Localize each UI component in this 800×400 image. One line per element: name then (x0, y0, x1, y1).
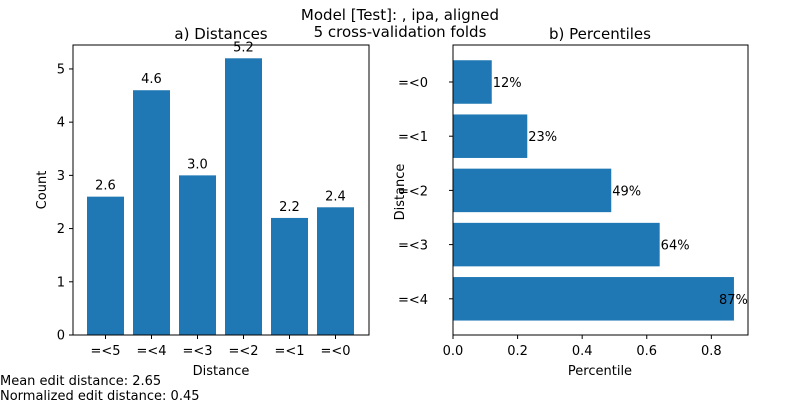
percentile-bar-value-label: 49% (612, 184, 641, 199)
distance-bar-value-label: 2.2 (279, 200, 300, 215)
distance-bar (317, 207, 354, 335)
mean-edit-distance: Mean edit distance: 2.65 (0, 374, 161, 389)
percentile-y-tick-label: =<3 (398, 239, 428, 254)
distance-bar (133, 90, 170, 335)
percentiles-xlabel: Percentile (568, 364, 632, 379)
percentile-bar (453, 222, 660, 267)
percentile-x-tick-label: 0.0 (443, 344, 464, 359)
count-y-tick-label: 1 (57, 275, 65, 290)
percentiles-value-labels: 12% 23% 49% 64% 87% (493, 76, 748, 308)
percentiles-y-ticks: =<0 =<1 =<2 =<3 =<4 (398, 76, 453, 308)
percentile-y-tick-label: =<4 (398, 293, 428, 308)
percentile-bar (453, 60, 492, 104)
distance-x-tick-label: =<1 (274, 344, 304, 359)
normalized-edit-distance: Normalized edit distance: 0.45 (0, 389, 200, 400)
percentile-bar (453, 114, 528, 158)
percentiles-ylabel: Distance (393, 164, 408, 221)
distances-xlabel: Distance (193, 364, 250, 379)
distance-bar (271, 217, 308, 335)
percentile-bar-value-label: 87% (719, 293, 748, 308)
count-y-tick-label: 0 (57, 329, 65, 344)
distance-bar-value-label: 2.6 (95, 179, 116, 194)
distance-x-tick-label: =<3 (182, 344, 212, 359)
distance-x-tick-label: =<5 (90, 344, 120, 359)
distances-ylabel: Count (35, 171, 50, 210)
count-y-tick-label: 3 (57, 169, 65, 184)
percentile-y-tick-label: =<0 (398, 76, 428, 91)
distance-bar-value-label: 5.2 (233, 40, 254, 55)
distances-y-ticks: 0 1 2 3 4 5 (57, 62, 73, 344)
percentile-y-tick-label: =<1 (398, 130, 428, 145)
percentile-y-tick-label: =<2 (398, 184, 428, 199)
distance-bar-value-label: 4.6 (141, 72, 162, 87)
percentile-x-tick-label: 0.8 (701, 344, 722, 359)
percentile-bar (453, 277, 734, 321)
distance-bar (225, 58, 262, 335)
distance-bar (179, 175, 216, 335)
suptitle-line-1: Model [Test]: , ipa, aligned (301, 6, 499, 24)
percentile-bar-value-label: 12% (493, 76, 522, 91)
percentile-bar (453, 168, 612, 213)
suptitle-line-2: 5 cross-validation folds (314, 23, 487, 41)
distance-bar-value-label: 2.4 (325, 189, 346, 204)
distances-bars (87, 58, 354, 335)
distance-bar-value-label: 3.0 (187, 157, 208, 172)
distance-bar (87, 196, 124, 335)
count-y-tick-label: 5 (57, 62, 65, 77)
distances-plot-frame (72, 44, 370, 336)
percentiles-x-ticks: 0.0 0.2 0.4 0.6 0.8 (443, 335, 722, 359)
distance-x-tick-label: =<2 (228, 344, 258, 359)
distances-value-labels: 2.6 4.6 3.0 5.2 2.2 2.4 (95, 40, 346, 215)
count-y-tick-label: 2 (57, 222, 65, 237)
percentile-bar-value-label: 64% (661, 239, 690, 254)
percentiles-bars (453, 60, 734, 321)
distance-x-tick-label: =<0 (320, 344, 350, 359)
distances-chart: a) Distances 2.6 4.6 3.0 5.2 2.2 2.4 0 1 2 3 4 5 =… (35, 25, 370, 379)
distance-x-tick-label: =<4 (136, 344, 166, 359)
percentiles-chart: b) Percentiles 12% 23% 49% 64% 87% =<0 =<1 =<2… (393, 25, 749, 379)
percentiles-title: b) Percentiles (549, 25, 651, 43)
distances-x-ticks: =<5 =<4 =<3 =<2 =<1 =<0 (90, 335, 351, 359)
percentiles-plot-frame (452, 44, 749, 336)
count-y-tick-label: 4 (57, 116, 65, 131)
percentile-x-tick-label: 0.2 (507, 344, 528, 359)
percentile-bar-value-label: 23% (528, 130, 557, 145)
percentile-x-tick-label: 0.4 (572, 344, 593, 359)
distances-title: a) Distances (174, 25, 267, 43)
percentile-x-tick-label: 0.6 (636, 344, 657, 359)
